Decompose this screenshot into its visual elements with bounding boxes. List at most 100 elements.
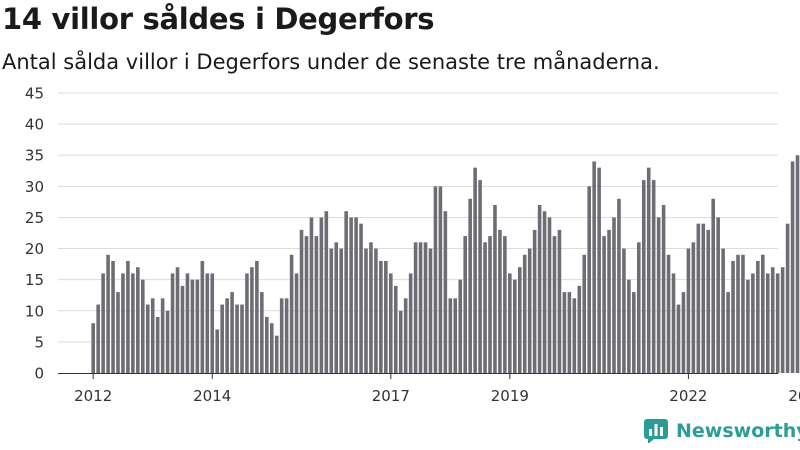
bar-2012-08	[126, 261, 130, 373]
bar-2015-07	[299, 229, 304, 373]
y-tick-label: 30	[25, 178, 44, 196]
bar-2012-12	[145, 304, 150, 373]
bar-2018-11	[498, 229, 502, 373]
bar-2021-03	[637, 242, 641, 373]
bar-2018-03	[458, 279, 463, 373]
bar-2012-02	[96, 304, 100, 373]
bar-2017-09	[428, 248, 433, 373]
bar-2019-04	[522, 254, 527, 373]
bar-2013-12	[205, 273, 210, 373]
bar-2018-12	[503, 236, 507, 373]
bar-2016-10	[374, 248, 378, 373]
bar-2013-07	[180, 285, 185, 373]
bar-2013-10	[195, 279, 200, 373]
y-tick-label: 20	[25, 240, 44, 258]
bar-2019-03	[517, 267, 522, 373]
bar-2020-12	[622, 248, 626, 373]
bar-2020-05	[587, 186, 591, 373]
bar-2020-04	[582, 254, 587, 373]
bar-2021-08	[661, 205, 666, 373]
bar-2019-02	[513, 279, 517, 373]
bar-2015-10	[314, 236, 319, 373]
y-tick-label: 40	[25, 116, 44, 134]
bar-2018-09	[488, 236, 492, 373]
y-tick-label: 35	[25, 147, 44, 165]
bar-2012-11	[141, 279, 145, 373]
bar-2013-01	[150, 298, 155, 373]
bar-2014-10	[255, 261, 259, 373]
bar-2017-04	[403, 298, 408, 373]
bar-2012-10	[136, 267, 140, 373]
bar-2021-11	[676, 304, 681, 373]
bar-2019-05	[527, 248, 532, 373]
bar-2015-11	[319, 217, 324, 373]
bar-2015-12	[324, 211, 329, 373]
bar-2017-06	[413, 242, 418, 373]
bar-2013-03	[160, 298, 165, 373]
bar-2016-01	[329, 248, 334, 373]
bar-2021-09	[666, 254, 671, 373]
brand-name: Newsworthy	[676, 420, 800, 442]
bar-2023-06	[770, 267, 775, 373]
brand-logo: Newsworthy	[644, 419, 800, 443]
bar-2019-08	[542, 211, 547, 373]
bar-2013-08	[185, 273, 190, 373]
bar-2014-07	[240, 304, 244, 373]
bar-2015-04	[284, 298, 289, 373]
bar-2020-03	[577, 285, 582, 373]
bar-2021-01	[627, 279, 631, 373]
bar-2017-07	[418, 242, 423, 373]
bar-2012-04	[106, 254, 110, 373]
chart-title: 14 villor såldes i Degerfors	[2, 2, 435, 36]
bar-2018-07	[478, 180, 482, 373]
bar-2022-02	[691, 242, 696, 373]
bar-2012-07	[121, 273, 125, 373]
y-tick-label: 5	[34, 333, 44, 351]
bar-2016-09	[369, 242, 373, 373]
bar-2018-10	[493, 205, 497, 373]
bar-2016-04	[344, 211, 348, 373]
x-axis-ticks: 2012 2014 2017 2019 2022 2024	[74, 373, 800, 405]
bar-2016-07	[359, 223, 363, 373]
bar-2015-01	[269, 323, 274, 373]
bar-2019-07	[537, 205, 542, 373]
bar-2022-12	[741, 254, 745, 373]
bar-2021-05	[646, 167, 651, 373]
bar-2017-02	[393, 285, 398, 373]
bar-2017-08	[423, 242, 428, 373]
bar-2022-08	[721, 248, 725, 373]
bar-2013-11	[200, 261, 205, 373]
bar-2012-05	[111, 261, 115, 373]
bar-2022-04	[701, 223, 706, 373]
y-tick-label: 0	[34, 365, 44, 383]
bar-2023-08	[780, 267, 785, 373]
bar-2013-05	[170, 273, 175, 373]
bar-2014-05	[230, 292, 234, 373]
bar-2014-03	[220, 304, 224, 373]
bar-2012-06	[116, 292, 120, 373]
bar-2019-06	[532, 229, 537, 373]
bar-2017-01	[389, 273, 393, 373]
y-tick-label: 45	[25, 85, 44, 103]
bar-2015-06	[294, 273, 299, 373]
bar-2019-10	[552, 236, 557, 373]
bar-2015-09	[309, 217, 314, 373]
bar-2015-03	[279, 298, 284, 373]
bars	[91, 155, 800, 373]
bar-2021-04	[641, 180, 646, 373]
bar-2020-11	[617, 198, 621, 373]
bar-2022-07	[716, 217, 720, 373]
bar-2015-08	[304, 236, 309, 373]
bar-2017-05	[408, 273, 413, 373]
x-tick-label: 2024	[788, 387, 800, 405]
bar-2023-05	[765, 273, 770, 373]
bar-2012-09	[131, 273, 135, 373]
bar-2021-12	[681, 292, 686, 373]
bar-2014-11	[260, 292, 264, 373]
bar-2013-09	[190, 279, 195, 373]
bar-2014-12	[265, 317, 269, 373]
bar-2022-10	[731, 261, 735, 373]
bar-2023-10	[790, 161, 795, 373]
bar-2020-09	[607, 229, 611, 373]
